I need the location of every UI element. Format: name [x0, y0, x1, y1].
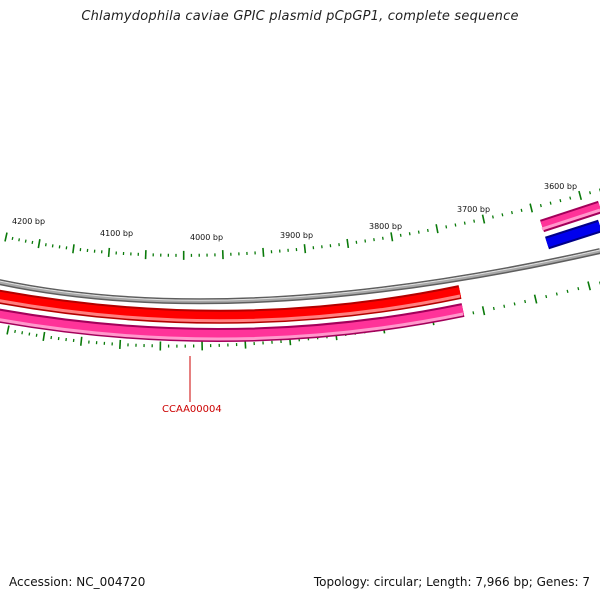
- reverse-gene-right[interactable]: [539, 200, 600, 233]
- outer-minor-tick: [491, 215, 494, 219]
- inner-minor-tick: [14, 329, 16, 334]
- accession-text: Accession: NC_004720: [9, 575, 146, 589]
- outer-minor-tick: [24, 239, 27, 243]
- inner-minor-tick: [472, 311, 475, 315]
- inner-minor-tick: [566, 289, 569, 293]
- topology-text: Topology: circular; Length: 7,966 bp; Ge…: [313, 575, 590, 589]
- outer-minor-tick: [399, 233, 402, 237]
- outer-major-tick: [107, 247, 111, 257]
- inner-minor-tick: [492, 306, 495, 311]
- outer-minor-tick: [31, 240, 34, 245]
- outer-major-tick: [529, 203, 534, 213]
- scale-labels: 4200 bp 4100 bp 4000 bp 3900 bp 3800 bp …: [12, 182, 577, 242]
- outer-major-tick: [578, 190, 583, 200]
- tick-label-3800: 3800 bp: [369, 222, 402, 231]
- inner-minor-tick: [28, 332, 31, 336]
- inner-scale-ticks: [6, 281, 600, 351]
- tick-label-4100: 4100 bp: [100, 229, 133, 238]
- outer-major-tick: [346, 238, 350, 249]
- outer-major-tick: [303, 244, 307, 254]
- outer-minor-tick: [559, 199, 562, 203]
- inner-minor-tick: [21, 331, 24, 335]
- gene-label-ccaa00004[interactable]: CCAA00004: [162, 404, 222, 415]
- reverse-gene-arc[interactable]: [0, 303, 465, 342]
- inner-minor-tick: [503, 304, 506, 308]
- outer-major-tick: [37, 239, 41, 249]
- forward-gene-ccaa00004[interactable]: [0, 285, 462, 324]
- tick-label-4200: 4200 bp: [12, 217, 45, 226]
- outer-minor-tick: [408, 232, 411, 236]
- inner-major-tick: [42, 331, 46, 342]
- outer-minor-tick: [569, 196, 572, 200]
- outer-minor-tick: [549, 201, 552, 205]
- outer-major-tick: [262, 247, 265, 257]
- inner-minor-tick: [545, 294, 548, 299]
- inner-minor-tick: [524, 299, 527, 304]
- outer-minor-tick: [445, 225, 448, 229]
- inner-minor-tick: [577, 287, 580, 291]
- outer-minor-tick: [501, 213, 504, 217]
- outer-scale-ticks: [4, 188, 600, 260]
- tick-label-3600: 3600 bp: [544, 182, 577, 191]
- blue-feature-right[interactable]: [545, 219, 600, 250]
- outer-minor-tick: [426, 228, 429, 233]
- outer-minor-tick: [473, 219, 476, 223]
- tick-label-4000: 4000 bp: [190, 233, 223, 242]
- tick-label-3900: 3900 bp: [280, 231, 313, 240]
- outer-minor-tick: [589, 191, 592, 195]
- inner-major-tick: [481, 306, 486, 316]
- inner-minor-tick: [513, 302, 516, 306]
- inner-minor-tick: [555, 292, 558, 296]
- outer-minor-tick: [18, 238, 21, 242]
- outer-minor-tick: [454, 223, 457, 227]
- gene-label-group: CCAA00004: [162, 356, 222, 415]
- inner-major-tick: [533, 294, 538, 304]
- tick-label-3700: 3700 bp: [457, 205, 490, 214]
- outer-major-tick: [481, 214, 486, 224]
- inner-major-tick: [119, 339, 122, 349]
- backbone-arc: [0, 248, 600, 305]
- outer-major-tick: [4, 232, 8, 242]
- outer-major-tick: [72, 244, 75, 254]
- outer-minor-tick: [539, 203, 542, 208]
- inner-major-tick: [79, 336, 83, 346]
- outer-minor-tick: [11, 236, 14, 241]
- map-title: Chlamydophila caviae GPIC plasmid pCpGP1…: [81, 9, 519, 24]
- inner-major-tick: [587, 281, 592, 291]
- outer-major-tick: [435, 224, 439, 234]
- inner-major-tick: [6, 325, 10, 335]
- outer-major-tick: [390, 232, 394, 242]
- outer-minor-tick: [510, 211, 513, 215]
- outer-minor-tick: [417, 230, 420, 234]
- outer-minor-tick: [520, 208, 523, 212]
- outer-minor-tick: [463, 221, 466, 225]
